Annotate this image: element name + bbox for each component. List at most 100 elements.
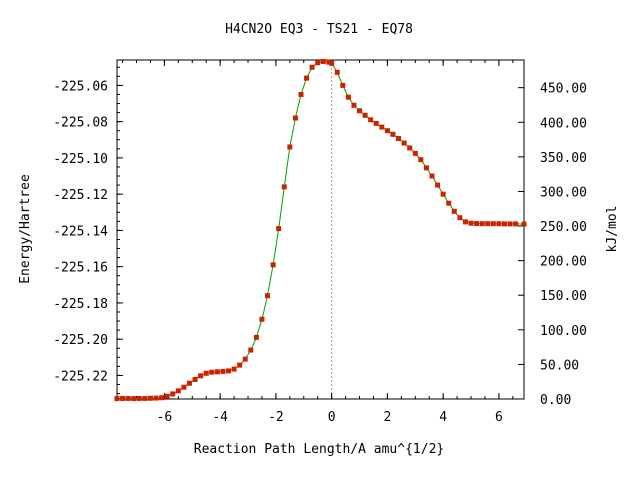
- data-point: [186, 380, 192, 386]
- y-tick-label: -225.06: [53, 79, 108, 94]
- data-point: [214, 369, 220, 375]
- data-point: [259, 316, 265, 322]
- y-tick-label: -225.16: [53, 261, 108, 276]
- x-tick-label: 2: [383, 410, 391, 425]
- data-point: [181, 384, 187, 390]
- data-point: [298, 91, 304, 97]
- chart-title: H4CN2O EQ3 - TS21 - EQ78: [225, 22, 413, 37]
- data-point: [368, 117, 374, 123]
- data-point: [320, 58, 326, 64]
- data-point: [362, 112, 368, 118]
- data-point: [142, 395, 148, 401]
- data-point: [114, 396, 120, 402]
- data-point: [175, 388, 181, 394]
- y-tick-label: -225.08: [53, 116, 108, 131]
- data-point: [407, 145, 413, 151]
- data-point: [329, 60, 335, 66]
- data-point: [429, 173, 435, 179]
- data-point: [457, 215, 463, 221]
- data-point: [270, 262, 276, 268]
- data-point: [334, 69, 340, 75]
- y-tick-label: -225.14: [53, 224, 108, 239]
- data-point: [242, 356, 248, 362]
- data-point: [490, 221, 496, 227]
- data-point: [435, 182, 441, 188]
- plot-area: -6 -4 -2 0 2 4 6 -225.22 -225.20 -225.18 -225.16 -2…: [53, 58, 587, 425]
- data-point: [485, 221, 491, 227]
- data-point: [440, 191, 446, 197]
- data-point: [462, 219, 468, 225]
- data-point: [153, 395, 159, 401]
- data-point: [248, 347, 254, 353]
- data-point: [451, 208, 457, 214]
- data-point: [226, 368, 232, 374]
- x-tick-label: 4: [439, 410, 447, 425]
- data-point: [474, 221, 480, 227]
- data-point: [304, 75, 310, 81]
- plot-frame: [116, 59, 525, 400]
- data-point: [192, 376, 198, 382]
- y-tick-label: -225.10: [53, 152, 108, 167]
- data-point: [496, 221, 502, 227]
- y2-tick-label: 350.00: [540, 151, 587, 166]
- data-point: [390, 131, 396, 137]
- y2-tick-label: 250.00: [540, 220, 587, 235]
- data-point: [357, 108, 363, 114]
- data-point: [479, 221, 485, 227]
- y2-axis-label: kJ/mol: [605, 206, 620, 253]
- series-line: [116, 60, 525, 400]
- data-point: [418, 157, 424, 163]
- data-point: [379, 124, 385, 130]
- data-point: [412, 150, 418, 156]
- data-point: [326, 59, 332, 65]
- x-axis-label: Reaction Path Length/A amu^{1/2}: [194, 442, 444, 457]
- y-tick-label: -225.20: [53, 333, 108, 348]
- data-point: [281, 184, 287, 190]
- y2-tick-label: 0.00: [540, 393, 571, 408]
- data-point: [198, 373, 204, 379]
- y2-tick-label: 200.00: [540, 255, 587, 270]
- data-point: [125, 395, 131, 401]
- data-point: [384, 128, 390, 134]
- y2-tick-label: 150.00: [540, 289, 587, 304]
- data-point: [164, 393, 170, 399]
- data-point: [396, 135, 402, 141]
- data-point: [131, 396, 137, 402]
- x-tick-label: 6: [495, 410, 503, 425]
- data-point: [147, 395, 153, 401]
- data-point: [446, 200, 452, 206]
- data-point: [340, 82, 346, 88]
- y2-tick-label: 100.00: [540, 324, 587, 339]
- x-tick-label: 0: [328, 410, 336, 425]
- data-point: [521, 221, 527, 227]
- data-point: [309, 64, 315, 70]
- y-tick-label: -225.22: [53, 369, 108, 384]
- data-point: [287, 144, 293, 150]
- data-point: [170, 391, 176, 397]
- x-tick-label: -6: [157, 410, 173, 425]
- y2-tick-label: 450.00: [540, 82, 587, 97]
- data-point: [237, 362, 243, 368]
- data-point: [253, 334, 259, 340]
- data-point: [209, 369, 215, 375]
- y2-tick-label: 300.00: [540, 185, 587, 200]
- data-point: [265, 293, 271, 299]
- y2-tick-label: 400.00: [540, 116, 587, 131]
- data-point: [203, 370, 209, 376]
- x-tick-label: -4: [212, 410, 228, 425]
- data-point: [136, 395, 142, 401]
- data-point: [315, 60, 321, 66]
- data-point: [373, 120, 379, 126]
- data-point: [276, 226, 282, 232]
- data-point: [120, 395, 126, 401]
- y-tick-label: -225.12: [53, 188, 108, 203]
- y2-tick-label: 50.00: [540, 358, 579, 373]
- data-point: [468, 220, 474, 226]
- data-point: [220, 368, 226, 374]
- data-point: [231, 366, 237, 372]
- x-tick-label: -2: [268, 410, 284, 425]
- data-point: [159, 395, 165, 401]
- y-tick-label: -225.18: [53, 297, 108, 312]
- data-point: [507, 221, 513, 227]
